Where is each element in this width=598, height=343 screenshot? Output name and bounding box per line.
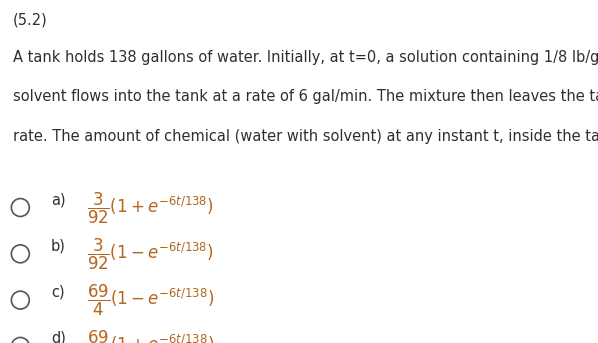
Text: solvent flows into the tank at a rate of 6 gal/min. The mixture then leaves the : solvent flows into the tank at a rate of… bbox=[13, 89, 598, 104]
Text: A tank holds 138 gallons of water. Initially, at t=0, a solution containing 1/8 : A tank holds 138 gallons of water. Initi… bbox=[13, 50, 598, 65]
Text: a): a) bbox=[51, 192, 65, 207]
Text: d): d) bbox=[51, 331, 66, 343]
Text: rate. The amount of chemical (water with solvent) at any instant t, inside the t: rate. The amount of chemical (water with… bbox=[13, 129, 598, 144]
Text: $\dfrac{3}{92}\left(1+e^{-6t/138}\right)$: $\dfrac{3}{92}\left(1+e^{-6t/138}\right)… bbox=[87, 190, 213, 226]
Text: $\dfrac{69}{4}\left(1+e^{-6t/138}\right)$: $\dfrac{69}{4}\left(1+e^{-6t/138}\right)… bbox=[87, 329, 214, 343]
Text: (5.2): (5.2) bbox=[13, 12, 48, 27]
Text: b): b) bbox=[51, 238, 66, 253]
Text: $\dfrac{3}{92}\left(1-e^{-6t/138}\right)$: $\dfrac{3}{92}\left(1-e^{-6t/138}\right)… bbox=[87, 237, 213, 272]
Text: $\dfrac{69}{4}\left(1-e^{-6t/138}\right)$: $\dfrac{69}{4}\left(1-e^{-6t/138}\right)… bbox=[87, 283, 214, 318]
Text: c): c) bbox=[51, 285, 65, 300]
